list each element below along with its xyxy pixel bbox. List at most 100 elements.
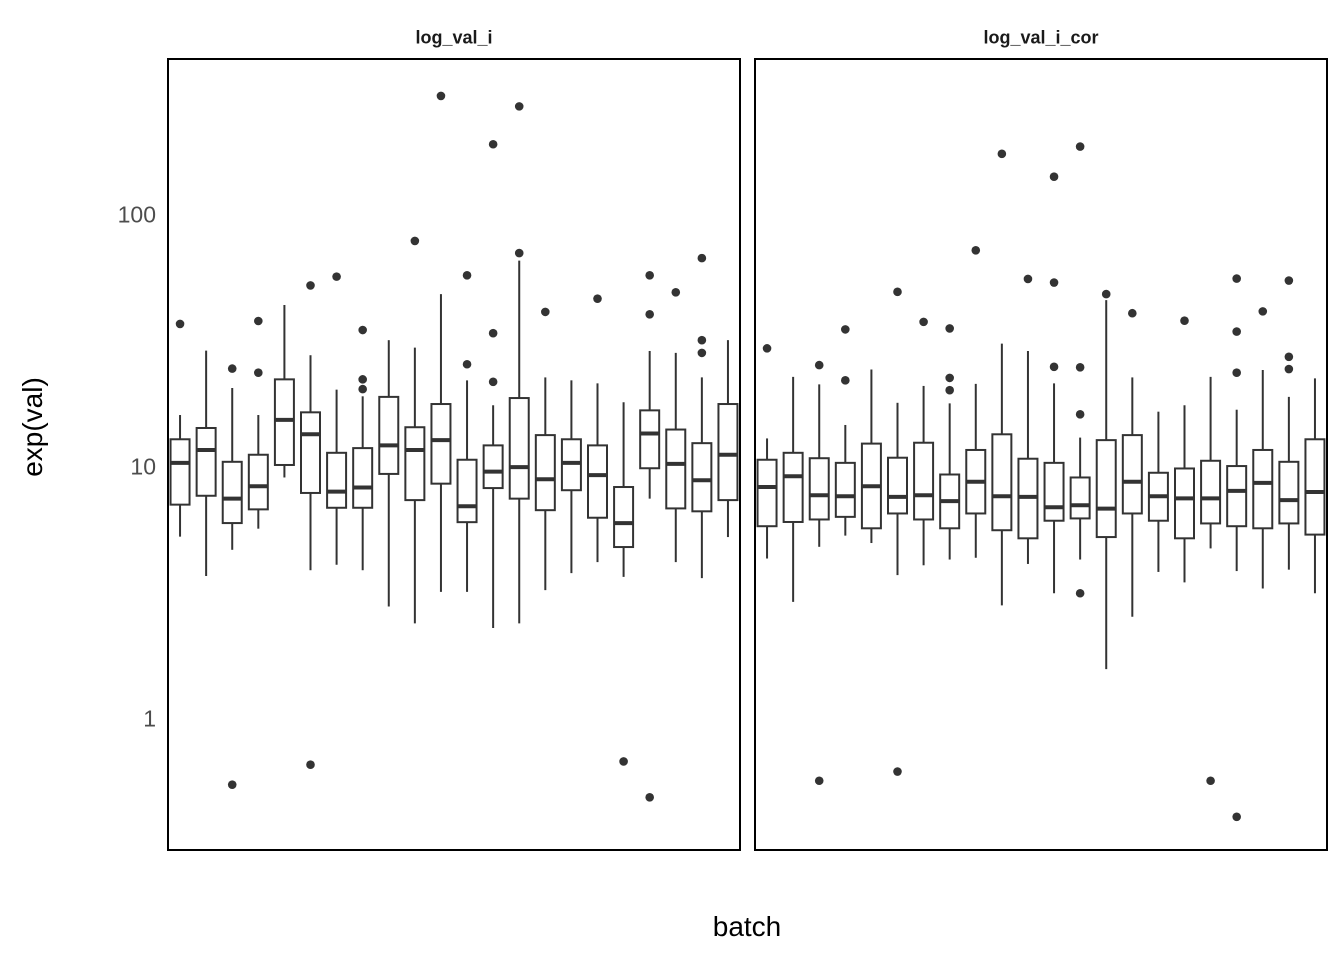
outlier-point — [514, 102, 524, 111]
outlier-point — [1101, 289, 1111, 299]
outlier-point — [997, 149, 1007, 159]
iqr-box — [300, 411, 321, 494]
boxplot-batch-15 — [534, 307, 556, 591]
facet-panel-right — [754, 58, 1328, 851]
outlier-point — [762, 344, 772, 353]
boxplot-batch-3 — [808, 360, 830, 786]
outlier-point — [1075, 362, 1085, 372]
iqr-box — [221, 460, 243, 525]
iqr-box — [587, 444, 608, 519]
outlier-point — [1258, 307, 1268, 316]
outlier-point — [175, 319, 185, 329]
iqr-box — [430, 403, 452, 485]
outlier-point — [893, 287, 902, 297]
outlier-point — [1075, 410, 1085, 419]
boxplot-batch-21 — [1278, 276, 1300, 570]
boxplot-batch-14 — [508, 102, 530, 624]
iqr-box — [1278, 460, 1300, 525]
boxplot-canvas-right — [754, 58, 1328, 851]
boxplot-batch-21 — [691, 253, 713, 579]
outlier-point — [1232, 327, 1241, 336]
boxplot-batch-4 — [247, 316, 269, 529]
iqr-box — [808, 457, 830, 521]
boxplot-batch-20 — [665, 287, 687, 563]
outlier-point — [1232, 812, 1241, 822]
boxplot-batch-8 — [939, 324, 961, 560]
outlier-point — [1284, 276, 1294, 285]
outlier-point — [410, 236, 420, 246]
facet-title-log-val-i-cor: log_val_i_cor — [983, 27, 1099, 48]
facet-panel-left — [167, 58, 741, 851]
outlier-point — [1128, 308, 1137, 318]
boxplot-batch-6 — [887, 287, 908, 776]
y-tick-label: 10 — [130, 453, 156, 480]
boxplot-batch-18 — [1200, 376, 1222, 786]
boxplot-batch-15 — [1121, 308, 1143, 617]
boxplot-batch-22 — [1304, 378, 1326, 594]
iqr-box — [991, 433, 1013, 532]
boxplot-batch-22 — [717, 340, 739, 538]
outlier-point — [697, 348, 707, 358]
outlier-point — [645, 792, 654, 802]
boxplot-batch-18 — [613, 402, 635, 766]
x-axis-title: batch — [712, 911, 782, 942]
outlier-point — [488, 377, 498, 387]
boxplot-batch-12 — [1043, 172, 1065, 594]
iqr-box — [326, 451, 348, 509]
outlier-point — [893, 767, 902, 776]
outlier-point — [945, 385, 954, 395]
outlier-point — [645, 270, 654, 280]
iqr-box — [691, 442, 713, 513]
iqr-box — [195, 426, 217, 497]
boxplot-batch-19 — [1226, 274, 1248, 822]
iqr-box — [756, 458, 778, 528]
boxplot-batch-1 — [169, 319, 191, 537]
boxplot-batch-16 — [1147, 411, 1169, 572]
iqr-box — [1226, 465, 1248, 528]
outlier-point — [462, 359, 472, 369]
iqr-box — [665, 428, 687, 510]
outlier-point — [227, 364, 237, 373]
outlier-point — [1284, 364, 1294, 374]
outlier-point — [358, 375, 367, 384]
facet-title-log-val-i: log_val_i — [415, 27, 493, 48]
outlier-point — [227, 780, 237, 789]
outlier-point — [1049, 172, 1059, 182]
outlier-point — [358, 325, 367, 335]
outlier-point — [841, 376, 850, 385]
iqr-box — [1304, 438, 1326, 536]
boxplot-batch-13 — [1069, 142, 1091, 598]
outlier-point — [462, 270, 472, 280]
boxplot-batch-17 — [587, 294, 608, 563]
outlier-point — [254, 368, 263, 377]
iqr-box — [639, 409, 661, 470]
iqr-box — [1252, 448, 1274, 530]
iqr-box — [913, 441, 935, 521]
boxplot-batch-6 — [300, 281, 321, 769]
boxplot-batch-3 — [221, 364, 243, 789]
outlier-point — [1075, 142, 1085, 151]
outlier-point — [1023, 274, 1033, 284]
outlier-point — [645, 310, 654, 319]
boxplot-batch-4 — [834, 325, 856, 536]
outlier-point — [945, 324, 954, 333]
boxplot-batch-9 — [965, 245, 987, 558]
boxplot-batch-13 — [482, 139, 504, 629]
outlier-point — [1284, 352, 1294, 362]
boxplot-canvas-left — [167, 58, 741, 851]
iqr-box — [1200, 459, 1222, 525]
y-tick-label: 1 — [143, 705, 156, 732]
iqr-box — [613, 486, 635, 549]
boxplot-batch-7 — [913, 317, 935, 566]
boxplot-batch-17 — [1174, 316, 1195, 583]
outlier-point — [971, 245, 981, 255]
boxplot-batch-16 — [560, 380, 582, 574]
outlier-point — [1232, 274, 1241, 283]
outlier-point — [1049, 362, 1059, 372]
iqr-box — [1069, 476, 1091, 520]
iqr-box — [352, 447, 374, 509]
iqr-box — [534, 434, 556, 512]
boxplot-batch-1 — [756, 344, 778, 559]
outlier-point — [1232, 368, 1241, 377]
